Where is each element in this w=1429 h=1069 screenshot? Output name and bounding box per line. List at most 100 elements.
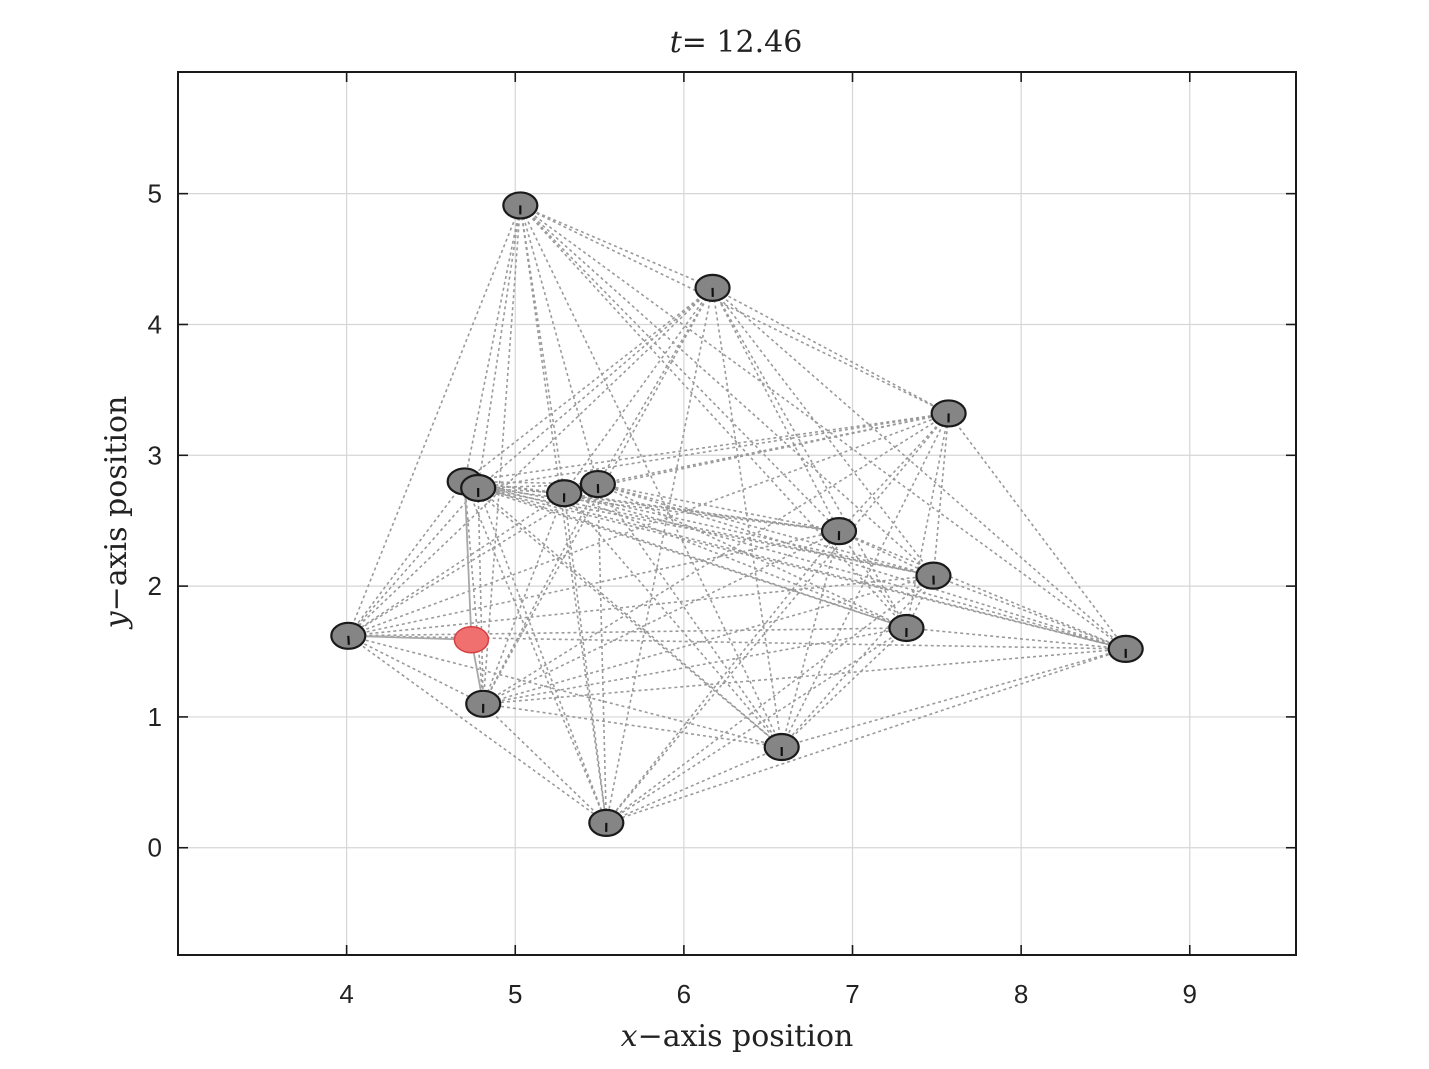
comm-edge (781, 575, 935, 748)
comm-edge (947, 412, 1127, 650)
x-tick-labels: 4 5 6 7 8 9 (339, 979, 1197, 1009)
comm-edge (780, 530, 840, 748)
comm-edge (482, 412, 950, 705)
comm-edge (519, 204, 949, 415)
comm-edge (563, 492, 783, 748)
comm-edge (711, 287, 783, 748)
y-axis-label-variable: y (99, 610, 134, 630)
comm-edge (780, 413, 950, 748)
comm-edge (563, 492, 907, 629)
comm-edge (906, 627, 1126, 650)
x-tick-label: 4 (339, 979, 353, 1009)
comm-edge (478, 483, 598, 489)
y-tick-label: 1 (148, 702, 162, 732)
y-tick-label: 4 (148, 309, 162, 339)
x-tick-label: 8 (1014, 979, 1028, 1009)
comm-edge (482, 703, 607, 824)
comm-edge (464, 480, 840, 532)
comm-edge (482, 287, 714, 705)
plot-frame (177, 71, 1297, 956)
comm-edge (597, 287, 714, 485)
comm-edge (347, 635, 607, 824)
chart-title-value: = 12.46 (682, 25, 803, 60)
comm-edge (463, 481, 485, 704)
comm-edge (563, 493, 608, 823)
comm-edge (348, 574, 934, 637)
x-tick-label: 9 (1183, 979, 1197, 1009)
comm-edge (605, 574, 934, 824)
comm-edge (347, 492, 565, 637)
comm-edge (519, 204, 713, 289)
comm-edge (347, 487, 479, 637)
comm-edge (606, 648, 1126, 824)
y-axis-label: y−axis position (99, 396, 134, 631)
comm-edge (464, 480, 598, 485)
comm-edge (482, 483, 599, 705)
leader-link (348, 634, 472, 641)
agents (330, 191, 1144, 837)
plot-area (177, 71, 1297, 956)
x-axis-label: x−axis position (621, 1019, 854, 1054)
comm-edge (348, 635, 782, 748)
comm-edge (597, 484, 608, 823)
comm-edge (712, 287, 950, 415)
comm-edge (519, 205, 599, 485)
comm-edge (464, 480, 934, 577)
comm-edge (711, 287, 908, 629)
x-axis-label-rest: −axis position (638, 1019, 854, 1054)
comm-edge (838, 530, 1126, 650)
comm-edge (597, 483, 934, 577)
comm-edge (519, 204, 840, 532)
x-tick-label: 7 (845, 979, 859, 1009)
comm-edge (838, 412, 950, 532)
x-tick-marks (345, 72, 1191, 955)
y-tick-marks (178, 192, 1296, 849)
communication-edges (347, 204, 1127, 824)
comm-edge (519, 204, 934, 577)
comm-edge (519, 205, 783, 748)
comm-edge (711, 287, 840, 532)
chart-title: t= 12.46 (670, 25, 803, 60)
y-tick-label: 5 (148, 179, 162, 209)
plot-background (178, 72, 1296, 955)
comm-edge (477, 487, 783, 748)
comm-edge (483, 703, 782, 748)
comm-edge (597, 483, 840, 532)
leader-marker (453, 625, 490, 654)
comm-edge (478, 487, 934, 577)
comm-edge (464, 287, 714, 483)
y-axis-label-rest: −axis position (99, 396, 134, 612)
comm-edge (838, 530, 908, 629)
comm-edge (563, 492, 1126, 650)
leader-agent-group (453, 625, 490, 654)
comm-edge (478, 412, 949, 489)
comm-edge (564, 492, 840, 532)
comm-edge (347, 635, 484, 705)
comm-edge (463, 481, 608, 824)
x-tick-label: 6 (677, 979, 691, 1009)
comm-edge (463, 205, 522, 482)
comm-edge (482, 492, 565, 705)
comm-edge (347, 483, 599, 637)
comm-edge (605, 530, 840, 824)
comm-edge (348, 412, 949, 637)
x-tick-label: 5 (508, 979, 522, 1009)
chart-title-variable: t (670, 25, 683, 60)
leader-link (463, 481, 473, 640)
comm-edge (597, 483, 907, 629)
comm-edge (605, 287, 714, 824)
comm-edge (905, 413, 950, 629)
comm-edge (478, 487, 840, 532)
y-tick-label: 2 (148, 571, 162, 601)
comm-edge (347, 480, 466, 637)
comm-edge (933, 574, 1126, 650)
comm-edge (781, 627, 908, 748)
comm-edge (597, 483, 1126, 650)
comm-edge (519, 204, 1127, 650)
x-axis-label-variable: x (621, 1019, 638, 1054)
comm-edge (712, 287, 1127, 650)
y-tick-label: 3 (148, 440, 162, 470)
comm-edge (838, 530, 934, 577)
y-tick-labels: 0 1 2 3 4 5 (148, 179, 162, 863)
